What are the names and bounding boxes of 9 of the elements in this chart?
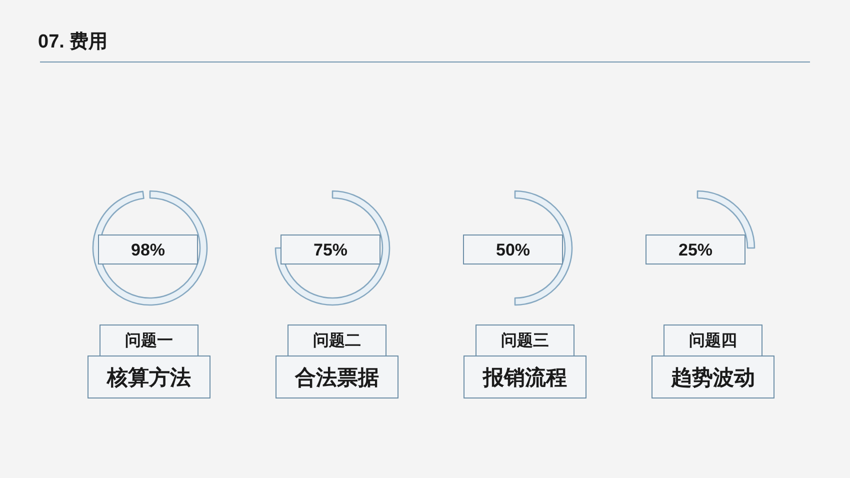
title: 报销流程 — [483, 366, 567, 390]
title: 核算方法 — [107, 366, 191, 390]
subtitle: 问题三 — [501, 332, 549, 350]
title: 趋势波动 — [671, 366, 755, 390]
subtitle: 问题四 — [689, 332, 737, 350]
subtitle: 问题一 — [125, 332, 173, 350]
title: 合法票据 — [295, 366, 379, 390]
title: 07. 费用 — [38, 32, 108, 52]
subtitle: 问题二 — [313, 332, 361, 350]
